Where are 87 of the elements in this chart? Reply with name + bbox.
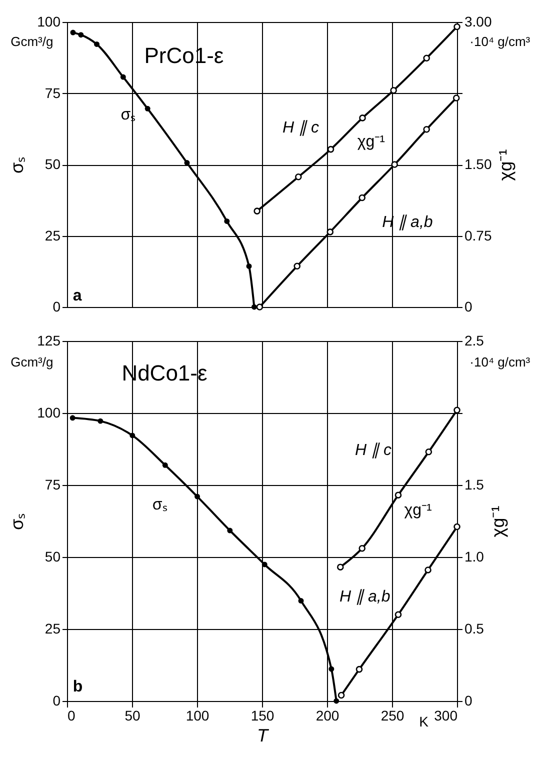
series-label: H ∥ c — [355, 442, 392, 460]
annotation: χg⁻¹ — [404, 502, 432, 520]
y-axis-title: σₛ — [7, 512, 28, 530]
point — [328, 666, 334, 672]
point — [70, 30, 76, 36]
text: K — [419, 714, 430, 730]
x-tick-label: 300 — [434, 708, 458, 724]
point — [424, 566, 432, 574]
y2-tick-label: 0.75 — [464, 227, 492, 244]
y-tick-label: 75 — [44, 476, 61, 492]
y2-tick-label: 0.5 — [464, 620, 484, 636]
y-tick-label: 25 — [44, 227, 61, 244]
point — [298, 598, 304, 604]
y2-tick-label: 3.00 — [464, 14, 492, 30]
series-label: H ∥ c — [282, 119, 319, 136]
y-tick-label: 100 — [37, 404, 61, 420]
y-tick-label: 0 — [52, 298, 61, 314]
series-label: H ∥ a,b — [340, 588, 390, 606]
point — [454, 523, 460, 530]
annotation: χg⁻¹ — [357, 134, 386, 151]
y2-tick-label: 0 — [464, 692, 472, 708]
y2-axis-title: χg⁻¹ — [496, 149, 516, 181]
point — [454, 406, 460, 414]
point — [162, 462, 168, 468]
point — [194, 494, 200, 500]
point — [254, 208, 260, 214]
y-tick-label: 125 — [37, 332, 61, 348]
y2-tick-label: 0 — [464, 298, 472, 314]
x-tick-label: 150 — [250, 708, 274, 724]
point — [358, 194, 366, 202]
point — [423, 54, 430, 62]
x-tick-label: 0 — [68, 708, 76, 724]
y2-tick-label: 1.0 — [464, 548, 484, 564]
point — [423, 126, 430, 133]
point — [390, 87, 397, 94]
x-tick-label: 50 — [124, 708, 140, 724]
text: ·10⁴ g/cm³ — [470, 354, 531, 370]
point — [394, 611, 402, 618]
point — [256, 304, 264, 310]
point — [224, 218, 230, 224]
x-tick-label: 200 — [316, 708, 340, 724]
y-tick-label: 75 — [44, 84, 61, 101]
y-tick-label: 50 — [44, 156, 61, 172]
point — [425, 448, 432, 456]
x-axis-title: T — [257, 726, 270, 746]
point — [327, 146, 334, 153]
point — [294, 262, 300, 270]
text: ·10⁴ g/cm³ — [470, 34, 531, 49]
y-tick-label: 25 — [44, 620, 61, 636]
point — [94, 41, 100, 47]
point — [326, 228, 334, 236]
point — [358, 544, 366, 552]
x-tick-label: 250 — [380, 708, 404, 724]
point — [78, 32, 84, 38]
x-tick-label: 100 — [186, 708, 210, 724]
point — [356, 666, 363, 673]
y2-tick-label: 1.5 — [464, 476, 484, 492]
point — [334, 698, 340, 704]
point — [359, 114, 366, 122]
point — [130, 432, 136, 438]
point — [338, 692, 345, 699]
series-label: σₛ — [152, 496, 168, 514]
point — [144, 106, 150, 112]
point — [70, 415, 76, 421]
point — [394, 492, 402, 498]
point — [120, 74, 126, 80]
point — [251, 304, 257, 310]
text: Gcm³/g — [10, 34, 54, 49]
point — [337, 564, 344, 570]
point — [98, 418, 104, 424]
point — [391, 161, 398, 168]
annotation: b — [72, 678, 83, 696]
y2-tick-label: 1.50 — [464, 156, 492, 172]
y2-tick-label: 2.5 — [464, 332, 484, 348]
y-tick-label: 50 — [44, 548, 61, 564]
y2-axis-title: χg⁻¹ — [488, 506, 508, 538]
point — [454, 23, 460, 30]
point — [452, 94, 460, 102]
point — [262, 562, 268, 568]
y-axis-title: σₛ — [7, 156, 28, 174]
point — [227, 528, 233, 534]
annotation: a — [72, 288, 82, 305]
point — [295, 173, 302, 180]
y-tick-label: 100 — [37, 14, 61, 30]
text: Gcm³/g — [10, 354, 54, 370]
point — [246, 264, 252, 269]
y-tick-label: 0 — [52, 692, 61, 708]
